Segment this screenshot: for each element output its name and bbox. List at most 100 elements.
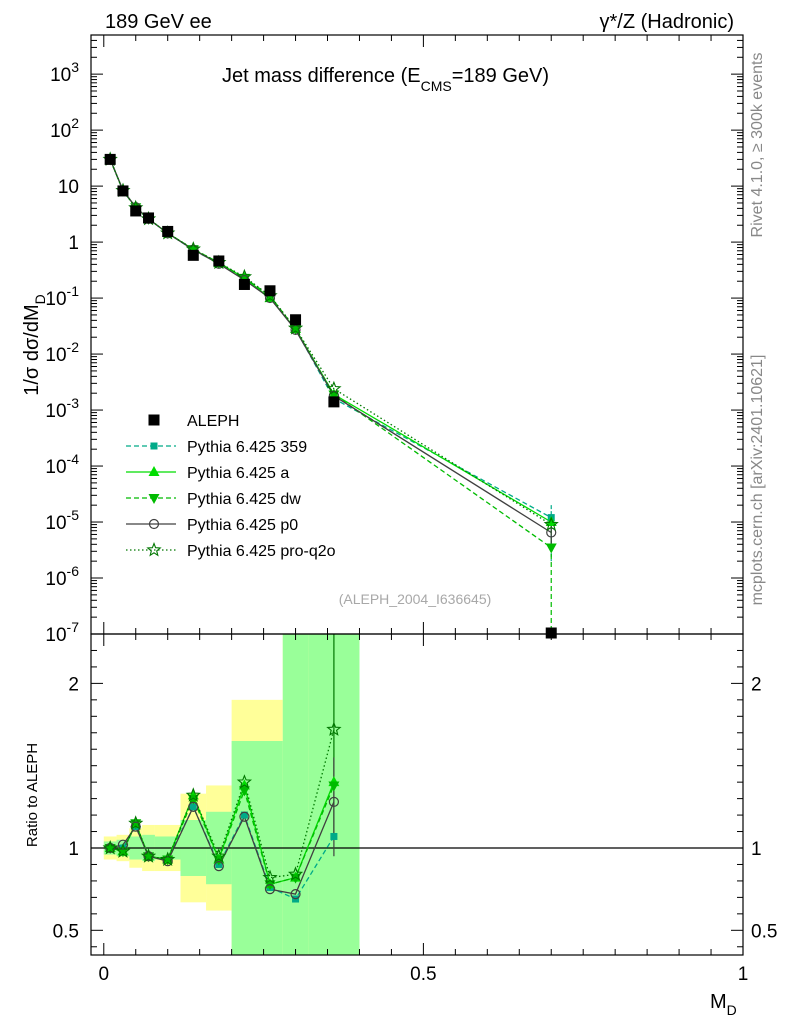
ratio-data-point [185,787,201,802]
ratio-y-tick-label-right: 0.5 [751,921,777,942]
ratio-data-point [140,848,157,863]
legend-marker [150,442,158,450]
ratio-data-point [239,811,250,822]
analysis-watermark: (ALEPH_2004_I636645) [339,591,492,607]
legend-marker [148,494,160,504]
ratio-data-point [236,774,253,789]
x-tick-label: 1 [738,964,749,985]
main-data-point [545,516,557,527]
ratio-y-tick-label: 2 [68,674,79,695]
ratio-data-point [117,847,129,858]
ratio-data-point [115,843,131,858]
ratio-panel-frame [90,633,744,956]
main-data-point [290,325,302,336]
ratio-data-point [328,796,340,808]
aleph-data-point [264,285,276,297]
ratio-data-point [328,781,340,792]
main-series-line [109,159,552,526]
main-y-tick-label: 1 [68,233,79,254]
legend-marker [148,466,160,476]
main-y-tick-label: 10-1 [45,283,79,310]
main-data-point [326,380,342,396]
ratio-data-point [211,848,227,863]
aleph-data-point [117,185,129,197]
legend-entry-label: Pythia 6.425 pro-q2o [187,543,336,560]
x-axis-label: MD [710,991,737,1018]
main-y-tick-label: 10-5 [45,507,79,534]
ratio-y-tick-label: 0.5 [53,921,79,942]
ratio-data-point [238,786,250,797]
ratio-data-point [117,839,129,850]
ratio-data-point [102,839,118,855]
aleph-data-point [104,153,116,165]
main-series-line [109,159,552,519]
main-plot-title: Jet mass difference (ECMS=189 GeV) [222,65,549,94]
aleph-data-point [143,212,155,224]
main-series [102,151,559,639]
main-series-line [109,159,552,534]
aleph-data-point [130,205,142,217]
x-tick-label: 0.5 [410,964,436,985]
aleph-data-point [328,396,340,408]
ratio-data-point [262,869,278,885]
ratio-y-tick-label: 1 [68,839,79,860]
main-data-point [290,324,301,336]
ratio-data-point [330,832,338,840]
legend-marker [146,541,162,557]
legend: ALEPH Pythia 6.425 359 Pythia 6.425 a Pythi… [126,413,336,560]
main-data-point [545,543,557,554]
ratio-stat-band [282,634,309,955]
ratio-series [102,634,342,903]
main-data-point [543,516,559,532]
aleph-data-point [290,314,302,326]
ratio-y-axis-label: Ratio to ALEPH [24,743,41,847]
aleph-data-point [187,249,199,261]
main-data-point [287,320,304,335]
ratio-y-tick-label-right: 2 [751,674,762,695]
main-y-tick-label: 10-6 [45,563,79,590]
main-y-tick-label: 10-3 [45,395,79,422]
legend-entry-label: Pythia 6.425 359 [187,439,307,456]
rivet-version-label: Rivet 4.1.0, ≥ 300k events [749,53,766,238]
main-y-tick-label: 10-4 [45,451,79,478]
aleph-data-point [238,278,250,290]
legend-entry-label: ALEPH [187,413,239,430]
legend-marker [148,518,160,530]
ratio-data-point [287,866,304,881]
ratio-axes: 0.5 0.5 1 1 2 2 0 0.5 1 [53,634,777,985]
aleph-data-point [545,627,557,639]
header-right-label: γ*/Z (Hadronic) [600,11,734,33]
legend-entry-label: Pythia 6.425 dw [187,491,301,508]
main-y-tick-label: 10-7 [45,619,79,646]
ratio-data-point [130,821,141,832]
ratio-data-point [128,815,144,830]
main-y-axis-label: 1/σ dσ/dMD [21,294,48,396]
ratio-data-point [188,801,199,812]
main-y-tick-label: 10 [58,177,79,198]
aleph-data-point [162,225,174,237]
main-y-tick-label: 103 [50,59,79,86]
ratio-data-point [213,861,224,872]
ratio-data-point [326,721,342,736]
aleph-data-point [213,255,225,267]
ratio-data-point [240,811,248,819]
main-axes: 10-7 10-6 10-5 10-4 10-3 10-2 10-1 1 10 102 103 [45,34,744,646]
main-series-line [109,159,552,523]
legend-marker [148,414,160,426]
legend-entry-label: Pythia 6.425 a [187,465,289,482]
ratio-data-point [160,851,176,867]
ratio-data-point [189,803,197,811]
ratio-data-point [130,819,142,830]
main-y-tick-label: 102 [50,115,79,142]
ratio-data-point [143,852,155,863]
main-series-line [109,159,552,549]
ratio-data-point [290,888,301,900]
main-y-tick-label: 10-2 [45,339,79,366]
ratio-y-tick-label-right: 1 [751,839,762,860]
mcplots-source-label: mcplots.cern.ch [arXiv:2401.10621] [749,355,766,606]
ratio-data-point [264,884,276,895]
ratio-data-point [104,844,116,854]
header-left-label: 189 GeV ee [105,11,212,33]
legend-entry-label: Pythia 6.425 p0 [187,517,298,534]
